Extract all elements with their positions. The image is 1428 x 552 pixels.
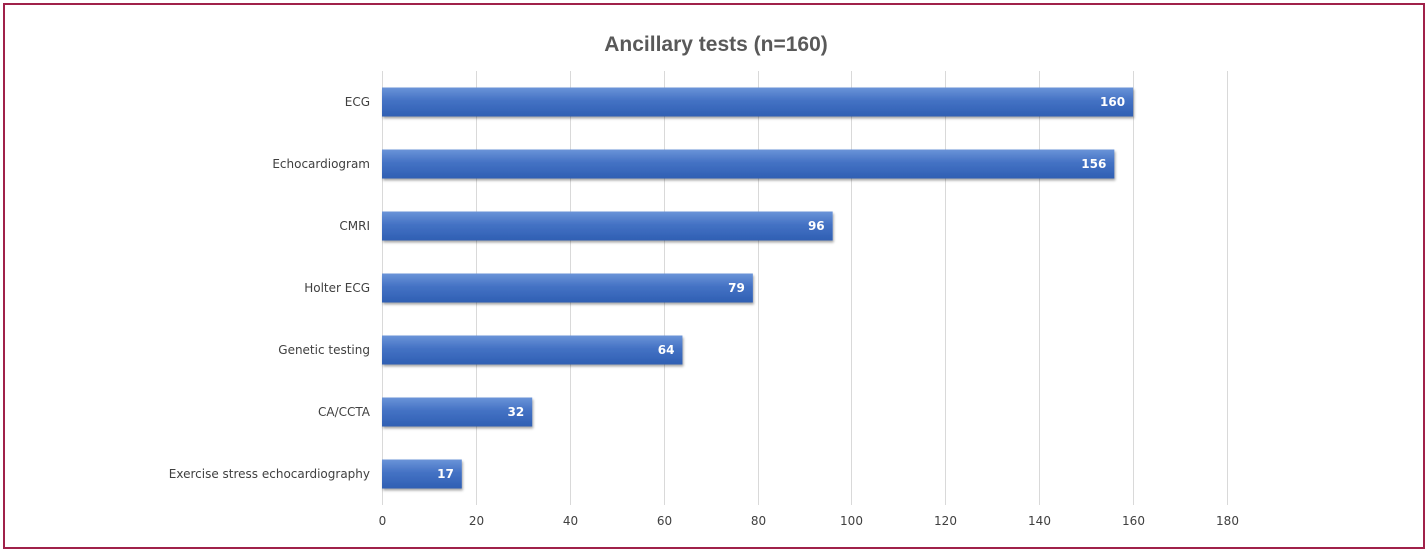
bar-genetic-testing (382, 335, 683, 365)
bar-echocardiogram (382, 149, 1115, 179)
x-tick-label: 80 (751, 514, 766, 528)
bar-chart: Ancillary tests (n=160) 0 20 40 60 80 100 120 1… (169, 33, 1239, 528)
category-label: CA/CCTA (318, 405, 371, 419)
data-label: 79 (728, 281, 745, 295)
category-label: Holter ECG (304, 281, 370, 295)
gridlines (382, 71, 1228, 505)
data-label: 96 (808, 219, 825, 233)
x-tick-label: 140 (1028, 514, 1051, 528)
chart-title: Ancillary tests (n=160) (604, 33, 828, 56)
category-label: Exercise stress echocardiography (169, 467, 370, 481)
bars (382, 87, 1134, 489)
chart-frame: Ancillary tests (n=160) 0 20 40 60 80 100 120 1… (3, 3, 1425, 549)
category-label: Genetic testing (278, 343, 370, 357)
x-tick-label: 20 (469, 514, 484, 528)
category-label: Echocardiogram (272, 157, 370, 171)
bar-holter-ecg (382, 273, 753, 303)
x-tick-label: 160 (1122, 514, 1145, 528)
data-label: 160 (1100, 95, 1125, 109)
data-label: 32 (508, 405, 525, 419)
x-tick-label: 100 (840, 514, 863, 528)
x-tick-label: 40 (563, 514, 578, 528)
data-label: 156 (1081, 157, 1106, 171)
category-label: CMRI (339, 219, 370, 233)
bar-ecg (382, 87, 1134, 117)
bar-exercise-stress-echocardiography (382, 459, 462, 489)
x-axis-ticks: 0 20 40 60 80 100 120 140 160 180 (379, 514, 1239, 528)
x-tick-label: 0 (379, 514, 387, 528)
data-label: 64 (658, 343, 675, 357)
bar-cmri (382, 211, 833, 241)
x-tick-label: 60 (657, 514, 672, 528)
data-label: 17 (437, 467, 454, 481)
data-labels: 160 156 96 79 64 32 17 (437, 95, 1125, 481)
bar-ca-ccta (382, 397, 533, 427)
x-tick-label: 180 (1216, 514, 1239, 528)
category-label: ECG (345, 95, 370, 109)
x-tick-label: 120 (934, 514, 957, 528)
category-labels: ECG Echocardiogram CMRI Holter ECG Genetic t… (169, 95, 371, 481)
